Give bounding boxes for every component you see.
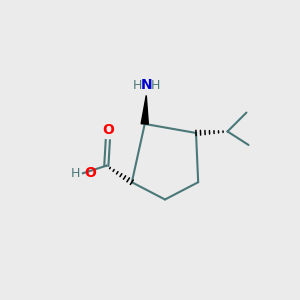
Text: H: H xyxy=(133,79,142,92)
Text: O: O xyxy=(84,166,96,180)
Text: O: O xyxy=(102,123,114,136)
Polygon shape xyxy=(141,95,148,124)
Text: H: H xyxy=(151,79,160,92)
Text: N: N xyxy=(141,78,153,92)
Text: H: H xyxy=(71,167,80,180)
